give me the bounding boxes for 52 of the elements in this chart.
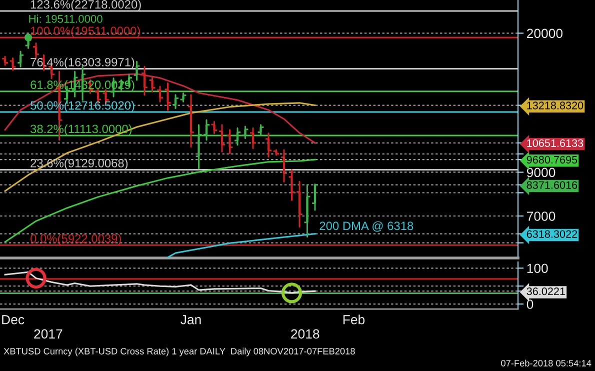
line-series xyxy=(166,233,316,258)
y-tick-label: 9000 xyxy=(526,168,556,178)
text: 2017 xyxy=(34,329,62,339)
x-tick-label: Jan xyxy=(180,315,201,324)
y-tick-label: 13218.8320 xyxy=(527,102,584,110)
candlestick xyxy=(9,57,16,71)
line-series xyxy=(4,158,316,243)
candlestick xyxy=(296,180,304,228)
candlestick xyxy=(172,94,180,109)
candlestick xyxy=(1,56,9,66)
text: 2018 xyxy=(291,329,320,339)
y-tick-label: 100 xyxy=(527,264,548,274)
y-tick-label: 20000 xyxy=(527,28,563,38)
candlestick xyxy=(140,66,148,96)
y-tick-label: 7000 xyxy=(527,212,556,221)
candlestick xyxy=(242,126,249,140)
candlestick xyxy=(257,124,264,136)
candlestick xyxy=(218,124,226,152)
line-series xyxy=(4,102,316,192)
x-tick-label: Dec xyxy=(2,315,24,324)
candlestick xyxy=(32,42,40,59)
candlestick xyxy=(195,124,202,169)
text: 07-Feb-2018 05:54:14 xyxy=(501,360,592,366)
y-tick-label: 6318.3022 xyxy=(526,230,578,238)
candlestick xyxy=(16,50,24,68)
candlestick xyxy=(187,94,195,148)
candlestick xyxy=(156,86,164,102)
candlestick xyxy=(249,127,257,150)
candlestick xyxy=(280,149,288,182)
y-tick-label: 0 xyxy=(526,300,534,309)
candlestick xyxy=(234,127,242,146)
candlestick xyxy=(133,60,140,81)
ref-line-label: 123.6%(22718.0020) xyxy=(30,0,141,11)
candlestick xyxy=(226,129,234,154)
annotation: 200 DMA @ 6318 xyxy=(320,221,414,232)
candlestick xyxy=(264,132,272,158)
y-tick-label: 9680.7695 xyxy=(526,156,578,164)
candlestick xyxy=(210,120,218,134)
ref-line-label: 100.0%(19511.0000) xyxy=(30,26,140,38)
candlestick xyxy=(180,92,187,102)
y-tick-label: 36.0221 xyxy=(526,287,565,296)
candlestick xyxy=(202,119,210,141)
x-tick-label: Feb xyxy=(343,314,365,324)
candlestick xyxy=(148,76,156,92)
annotation: Hi: 19511.0000 xyxy=(29,14,102,23)
candlestick xyxy=(304,184,311,238)
candlestick xyxy=(288,169,296,201)
text: XBTUSD Curncy (XBT-USD Cross Rate) 1 year DAILY Daily 08NOV2017-07FEB2018 xyxy=(4,348,355,356)
y-tick-label: 8371.6016 xyxy=(526,181,578,189)
y-tick-label: 10651.6133 xyxy=(527,139,584,147)
candlestick xyxy=(164,82,172,111)
ref-line-label: 0.0%(5922.0039) xyxy=(30,234,121,246)
